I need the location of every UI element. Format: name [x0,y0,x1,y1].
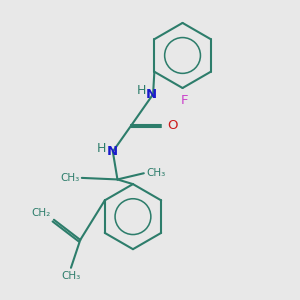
Text: H: H [136,84,146,97]
Text: CH₃: CH₃ [146,168,166,178]
Text: CH₃: CH₃ [61,271,81,281]
Text: CH₂: CH₂ [31,208,50,218]
Text: N: N [106,145,118,158]
Text: O: O [167,119,178,132]
Text: N: N [146,88,157,101]
Text: F: F [180,94,188,106]
Text: H: H [96,142,106,155]
Text: CH₃: CH₃ [60,173,79,183]
